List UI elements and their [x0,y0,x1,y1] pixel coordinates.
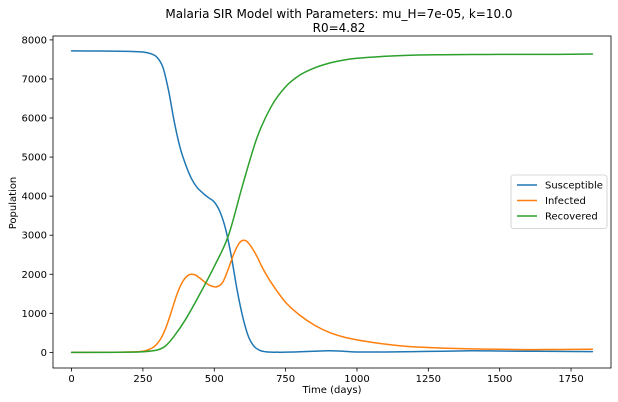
x-tick-label: 1750 [558,374,583,385]
x-tick-label: 1250 [416,374,441,385]
x-axis: 0 250 500 750 1000 1250 1500 1750 [68,368,584,385]
x-tick-label: 750 [276,374,295,385]
series-line-infected [70,239,594,354]
y-axis: 0 1000 2000 3000 4000 5000 6000 7000 8000 [22,35,53,359]
legend-label-recovered: Recovered [545,212,598,223]
x-tick-label: 1500 [487,374,512,385]
chart-subtitle: R0=4.82 [313,21,366,35]
legend: Susceptible Infected Recovered [510,174,608,229]
plot-frame [52,35,612,369]
series-line-susceptible [70,50,594,353]
y-tick-label: 7000 [22,74,47,85]
plot-area [52,35,612,369]
series-group [70,50,594,354]
x-tick-label: 1000 [344,374,369,385]
y-tick-label: 2000 [22,270,47,281]
y-tick-label: 8000 [22,35,47,46]
legend-label-infected: Infected [545,196,586,207]
x-axis-label: Time (days) [301,385,361,396]
x-tick-label: 0 [68,374,74,385]
y-axis-label: Population [8,177,19,230]
y-tick-label: 5000 [22,153,47,164]
y-tick-label: 0 [41,348,47,359]
legend-label-susceptible: Susceptible [545,181,603,192]
y-tick-label: 1000 [22,309,47,320]
x-tick-label: 250 [133,374,152,385]
y-tick-label: 6000 [22,114,47,125]
x-tick-label: 500 [205,374,224,385]
legend-box [510,174,608,229]
y-tick-label: 4000 [22,192,47,203]
y-tick-label: 3000 [22,231,47,242]
chart-title: Malaria SIR Model with Parameters: mu_H=… [165,7,512,21]
series-line-recovered [70,53,594,354]
